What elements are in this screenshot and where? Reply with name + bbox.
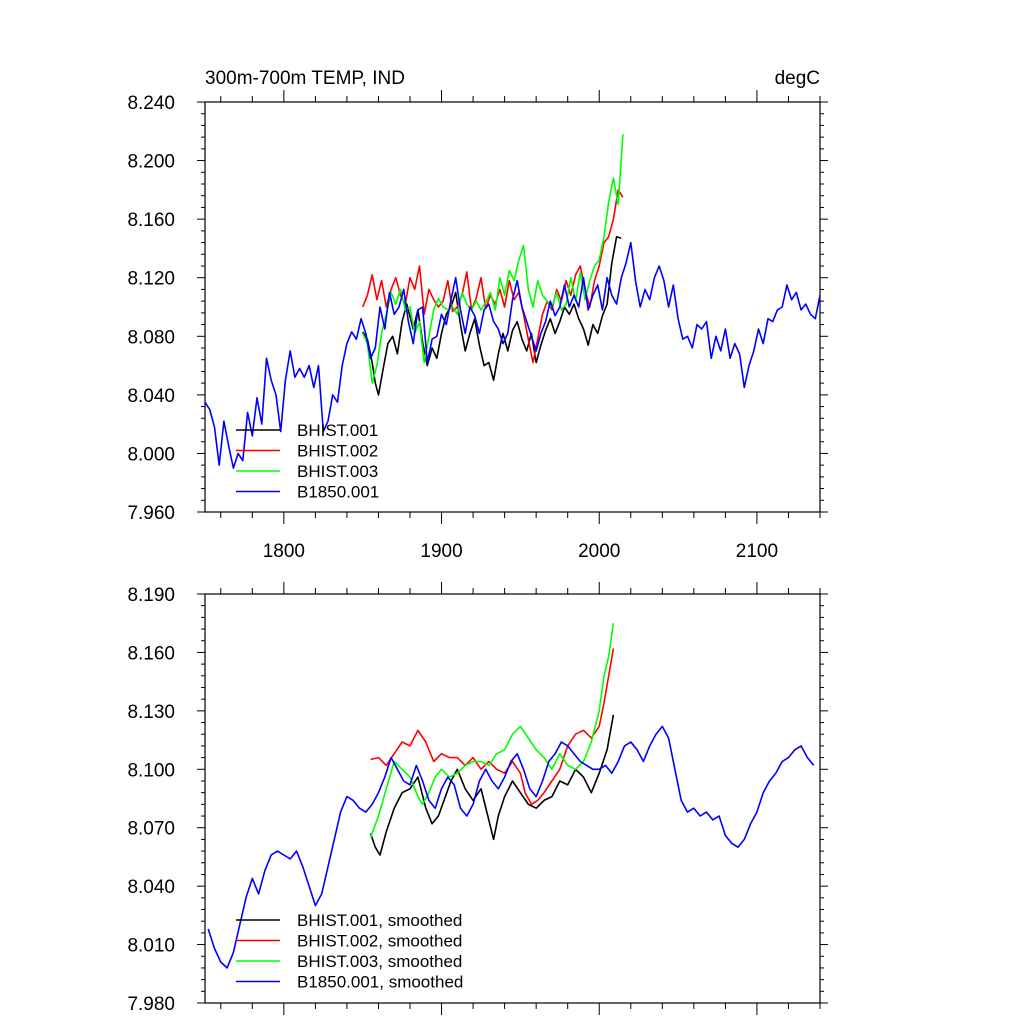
series-line-bhist-002	[370, 648, 615, 806]
y-tick-label: 8.080	[127, 327, 175, 348]
legend-label: BHIST.003, smoothed	[297, 952, 462, 971]
x-tick-label: 2100	[736, 541, 778, 562]
top-panel: 300m-700m TEMP, IND degC 7.960 8.000 8.040…	[127, 68, 828, 562]
bottom-panel: 7.980 8.010 8.040 8.070 8.100 8.130 8.160 8.190…	[127, 582, 828, 1015]
x-tick-label: 1900	[420, 541, 462, 562]
series-line-bhist-001	[369, 714, 615, 856]
plot-frame	[204, 101, 821, 513]
y-tick-label: 8.000	[127, 444, 175, 465]
y-tick-label: 8.240	[127, 93, 175, 114]
plot-frame	[204, 593, 821, 1004]
y-tick-label: 8.010	[127, 936, 175, 957]
legend-label: BHIST.002, smoothed	[297, 932, 462, 951]
y-tick-label: 8.100	[127, 760, 175, 781]
y-tick-label: 8.190	[127, 585, 175, 606]
y-tick-label: 8.160	[127, 643, 175, 664]
chart-title: 300m-700m TEMP, IND	[205, 68, 405, 89]
legend-label: B1850.001	[297, 483, 379, 502]
y-tick-label: 8.070	[127, 819, 175, 840]
series-line-bhist-001	[362, 235, 622, 396]
series-line-bhist-003	[361, 134, 624, 384]
y-tick-label: 8.120	[127, 269, 175, 290]
legend-label: BHIST.002	[297, 442, 378, 461]
series-line-b1850-001	[204, 241, 821, 469]
legend-label: BHIST.001	[297, 421, 378, 440]
x-tick-label: 2000	[578, 541, 620, 562]
series-line-bhist-003	[369, 623, 615, 838]
x-tick-label: 1800	[263, 541, 305, 562]
units-label: degC	[775, 68, 820, 89]
y-tick-label: 7.980	[127, 994, 175, 1015]
y-tick-label: 8.130	[127, 702, 175, 723]
series-line-bhist-002	[361, 189, 624, 364]
y-tick-label: 8.040	[127, 877, 175, 898]
legend-label: B1850.001, smoothed	[297, 973, 463, 992]
y-tick-label: 8.200	[127, 152, 175, 173]
y-tick-label: 7.960	[127, 503, 175, 524]
y-tick-label: 8.160	[127, 210, 175, 231]
legend-label: BHIST.001, smoothed	[297, 911, 462, 930]
series-line-b1850-001	[207, 725, 815, 969]
legend-label: BHIST.003	[297, 462, 378, 481]
y-tick-label: 8.040	[127, 386, 175, 407]
